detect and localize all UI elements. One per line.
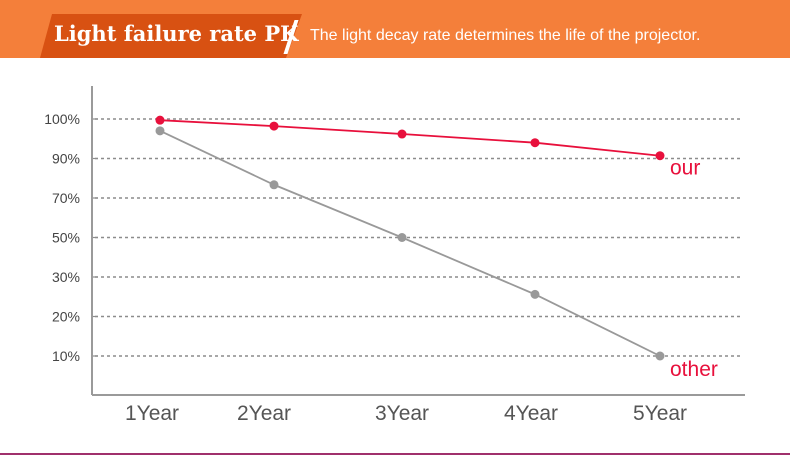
title-tab	[40, 14, 302, 58]
data-point-other	[397, 233, 407, 242]
y-tick-label: 20%	[52, 309, 80, 325]
x-tick-label: 2Year	[237, 402, 291, 425]
header-banner: Light failure rate PK The light decay ra…	[0, 0, 790, 58]
y-tick-label: 90%	[52, 151, 80, 167]
x-tick-label: 5Year	[633, 402, 687, 425]
bottom-divider	[0, 453, 790, 455]
y-tick-label: 10%	[52, 348, 80, 364]
y-tick-label: 50%	[52, 230, 80, 246]
page-subtitle: The light decay rate determines the life…	[310, 27, 701, 44]
data-point-our	[155, 115, 165, 125]
y-tick-label: 30%	[52, 269, 80, 285]
series-line-our	[159, 119, 661, 157]
series-label-our: our	[670, 157, 700, 180]
data-point-our	[655, 151, 665, 161]
y-tick-label: 100%	[44, 111, 80, 127]
data-point-other	[155, 126, 165, 136]
y-tick-label: 70%	[52, 190, 80, 206]
data-point-other	[655, 351, 665, 361]
data-point-other	[530, 289, 540, 299]
data-point-our	[269, 121, 279, 131]
x-tick-label: 3Year	[375, 402, 429, 425]
x-tick-label: 4Year	[504, 402, 558, 425]
line-chart: 100% 90% 70% 50% 30% 20% 10% 1Year 2Year 3Year 4Ye…	[44, 86, 745, 425]
page-title: Light failure rate PK	[54, 21, 299, 46]
x-tick-label: 1Year	[125, 402, 179, 425]
data-point-our	[397, 129, 407, 139]
data-point-other	[269, 180, 279, 190]
data-point-our	[530, 138, 540, 148]
series-line-other	[159, 130, 661, 357]
series-label-other: other	[670, 358, 718, 381]
